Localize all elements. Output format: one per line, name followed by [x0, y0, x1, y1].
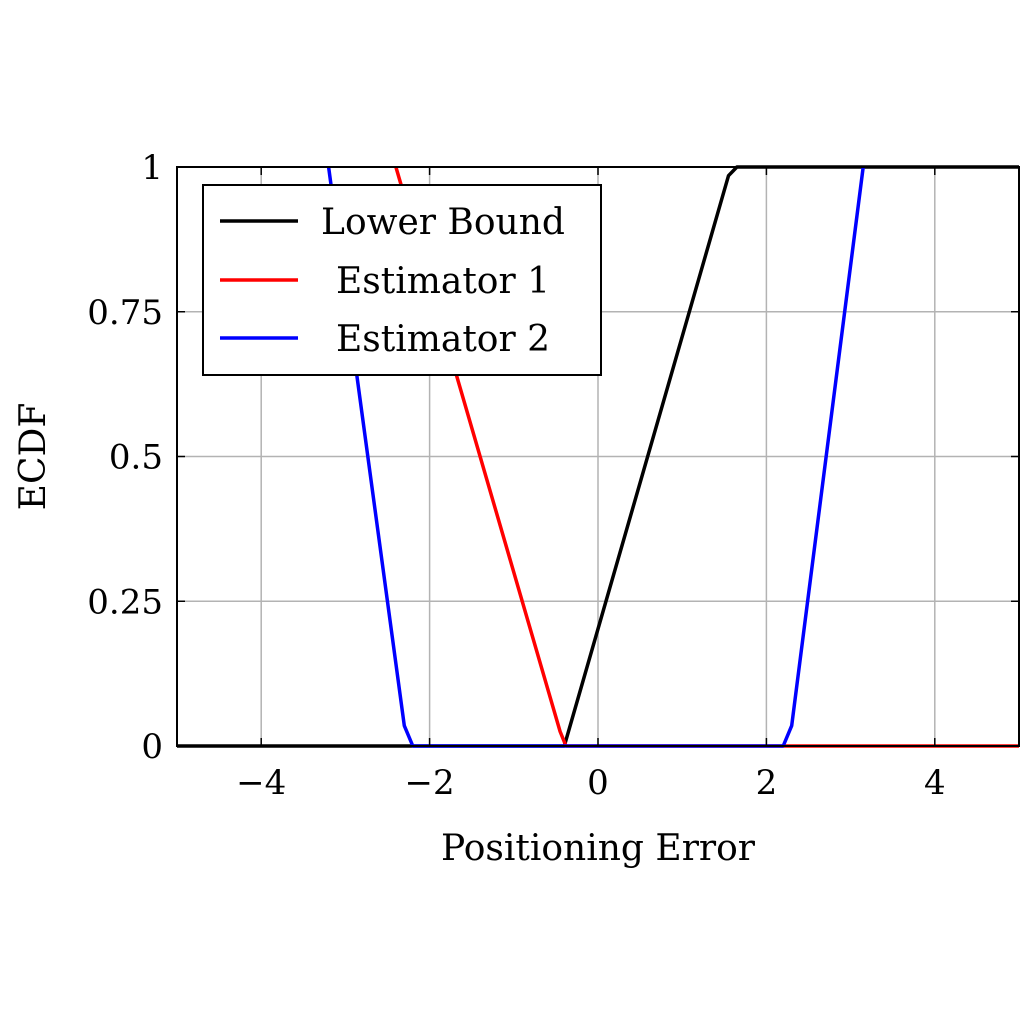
y-tick-label: 1 — [141, 148, 163, 188]
legend-label-lower-bound: Lower Bound — [321, 202, 565, 243]
y-axis-label: ECDF — [13, 403, 54, 511]
x-tick-label: 4 — [924, 763, 946, 803]
x-tick-label: 2 — [756, 763, 778, 803]
y-tick-label: 0 — [141, 727, 163, 767]
y-tick-label: 0.75 — [87, 293, 163, 333]
x-tick-label: 0 — [587, 763, 609, 803]
y-tick-label: 0.5 — [109, 438, 163, 478]
legend: Lower Bound Estimator 1 Estimator 2 — [202, 184, 602, 376]
y-tick-label: 0.25 — [87, 582, 163, 622]
legend-label-estimator-2: Estimator 2 — [336, 319, 550, 360]
axis-ticks: −4 −2 0 2 4 0 0.25 0.5 0.75 1 — [87, 148, 1019, 803]
x-axis-label: Positioning Error — [441, 828, 756, 869]
legend-label-estimator-1: Estimator 1 — [336, 261, 550, 302]
x-tick-label: −2 — [405, 763, 455, 803]
x-tick-label: −4 — [236, 763, 286, 803]
